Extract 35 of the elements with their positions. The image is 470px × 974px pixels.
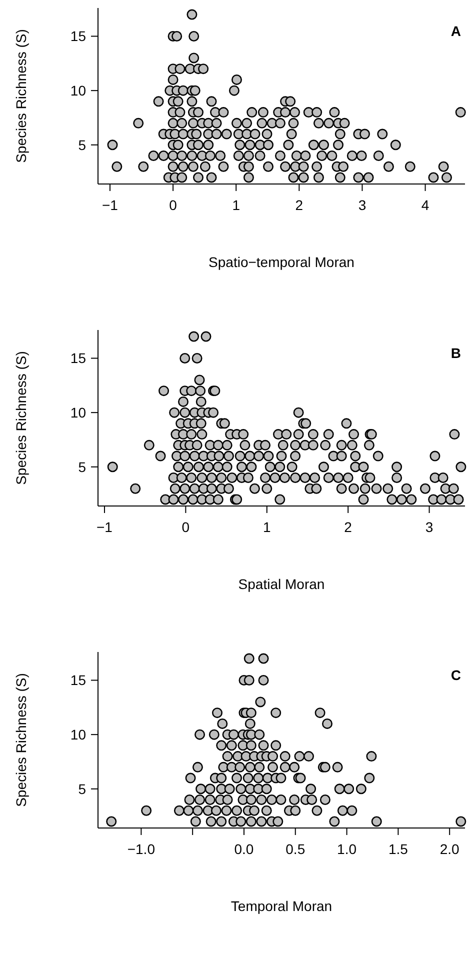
y-tick-label: 15 — [70, 28, 86, 44]
x-tick-label: 1 — [262, 519, 271, 535]
annotation: A — [450, 23, 461, 39]
x-tick-label: 0.0 — [234, 841, 254, 857]
x-axis-title: Temporal Moran — [230, 898, 332, 914]
x-tick-label: −1.0 — [127, 841, 156, 857]
y-axis-title: Species Richness (S) — [13, 673, 29, 807]
y-tick-label: 5 — [78, 780, 86, 797]
x-tick-label: 4 — [421, 197, 430, 213]
x-tick-label: 2 — [344, 519, 352, 535]
y-tick-label: 10 — [70, 82, 86, 98]
y-tick-label: 5 — [78, 136, 86, 153]
y-axis-title: Species Richness (S) — [13, 29, 29, 163]
annotation: B — [450, 345, 461, 361]
x-tick-label: 1 — [232, 197, 240, 213]
y-tick-label: 15 — [70, 350, 86, 366]
x-tick-label: 2.0 — [440, 841, 460, 857]
x-tick-label: 0 — [169, 197, 178, 213]
x-tick-label: 1.0 — [337, 841, 357, 857]
x-tick-label: 3 — [358, 197, 366, 213]
x-axis-title: Spatio−temporal Moran — [208, 254, 354, 270]
x-tick-label: −1 — [102, 197, 118, 213]
x-tick-label: 3 — [425, 519, 434, 535]
y-tick-label: 15 — [70, 672, 86, 688]
y-tick-label: 5 — [78, 458, 86, 475]
annotation: C — [450, 667, 461, 683]
x-tick-label: 1.5 — [388, 841, 408, 857]
x-tick-label: −1 — [96, 519, 113, 535]
y-tick-label: 10 — [70, 726, 86, 742]
x-tick-label: 0.5 — [286, 841, 306, 857]
x-tick-label: 2 — [295, 197, 304, 213]
x-tick-label: 0 — [182, 519, 190, 535]
y-axis-title: Species Richness (S) — [13, 351, 29, 485]
x-axis-title: Spatial Moran — [238, 576, 325, 592]
y-tick-label: 10 — [70, 404, 86, 420]
